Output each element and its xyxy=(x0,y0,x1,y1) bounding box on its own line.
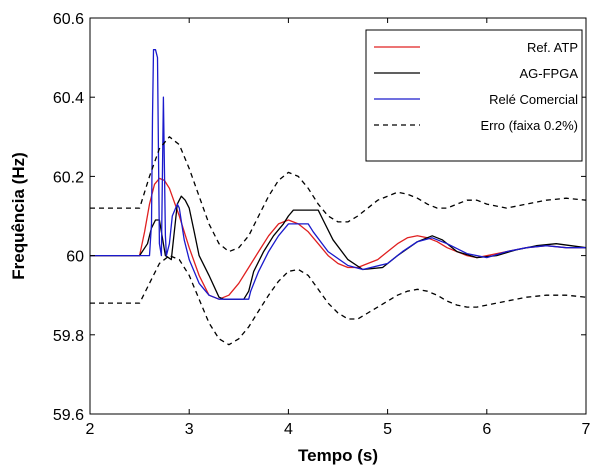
y-tick-label-5: 60.6 xyxy=(53,11,84,28)
legend: Ref. ATP AG-FPGA Relé Comercial Erro (faixa… xyxy=(365,29,583,162)
legend-label-2: Relé Comercial xyxy=(489,92,578,107)
legend-label-1: AG-FPGA xyxy=(519,66,578,81)
x-tick-label-1: 3 xyxy=(185,421,194,438)
y-axis-label: Frequência (Hz) xyxy=(9,152,28,280)
x-tick-label-4: 6 xyxy=(482,421,491,438)
x-tick-label-2: 4 xyxy=(284,421,293,438)
legend-box xyxy=(365,29,583,162)
legend-entries: Ref. ATP AG-FPGA Relé Comercial Erro (faixa… xyxy=(374,40,578,133)
legend-label-0: Ref. ATP xyxy=(527,40,578,55)
x-axis-label: Tempo (s) xyxy=(298,446,378,465)
y-tick-label-1: 59.8 xyxy=(53,328,84,345)
x-tick-label-0: 2 xyxy=(86,421,95,438)
y-tick-label-2: 60 xyxy=(66,249,84,266)
series-layer xyxy=(90,49,587,346)
y-tick-label-0: 59.6 xyxy=(53,407,84,424)
legend-label-3: Erro (faixa 0.2%) xyxy=(480,118,578,133)
plot-frame xyxy=(89,17,587,415)
y-tick-label-3: 60.2 xyxy=(53,169,84,186)
series-line-3 xyxy=(90,136,587,253)
series-line-2 xyxy=(90,49,586,300)
tick-layer: 2 3 4 5 6 7 59.6 59.8 60 60.2 60.4 60.6 xyxy=(53,11,591,438)
series-line-4 xyxy=(90,254,587,346)
x-tick-label-3: 5 xyxy=(383,421,392,438)
x-tick-label-5: 7 xyxy=(582,421,591,438)
y-tick-label-4: 60.4 xyxy=(53,90,84,107)
series-line-1 xyxy=(90,195,587,300)
